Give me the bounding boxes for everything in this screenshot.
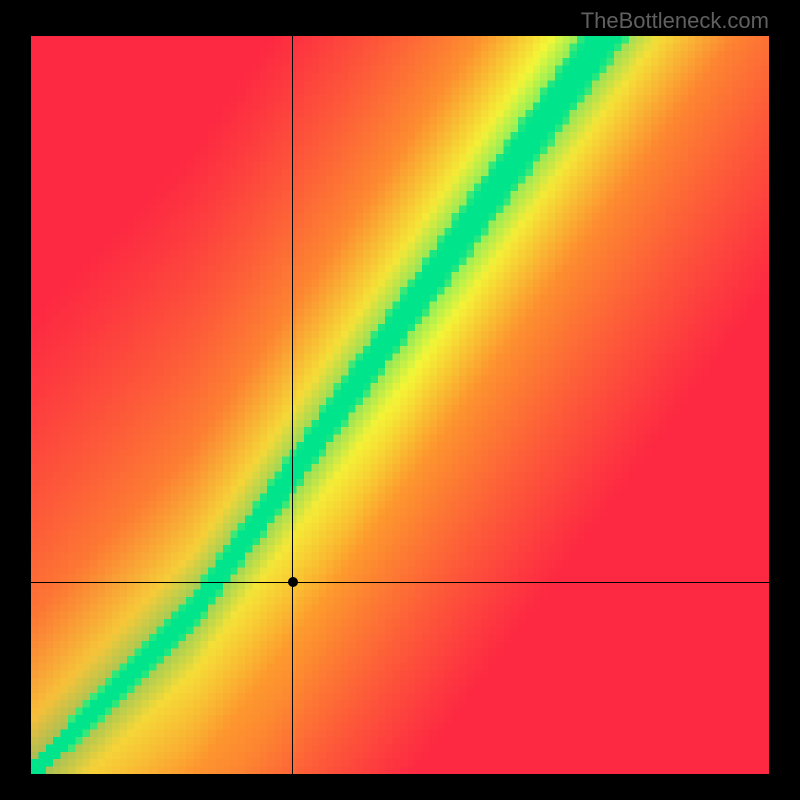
bottleneck-heatmap [31, 36, 769, 774]
crosshair-horizontal [31, 582, 769, 583]
watermark-text: TheBottleneck.com [581, 8, 769, 34]
crosshair-vertical [292, 36, 293, 774]
chart-container: { "watermark": { "text": "TheBottleneck.… [0, 0, 800, 800]
